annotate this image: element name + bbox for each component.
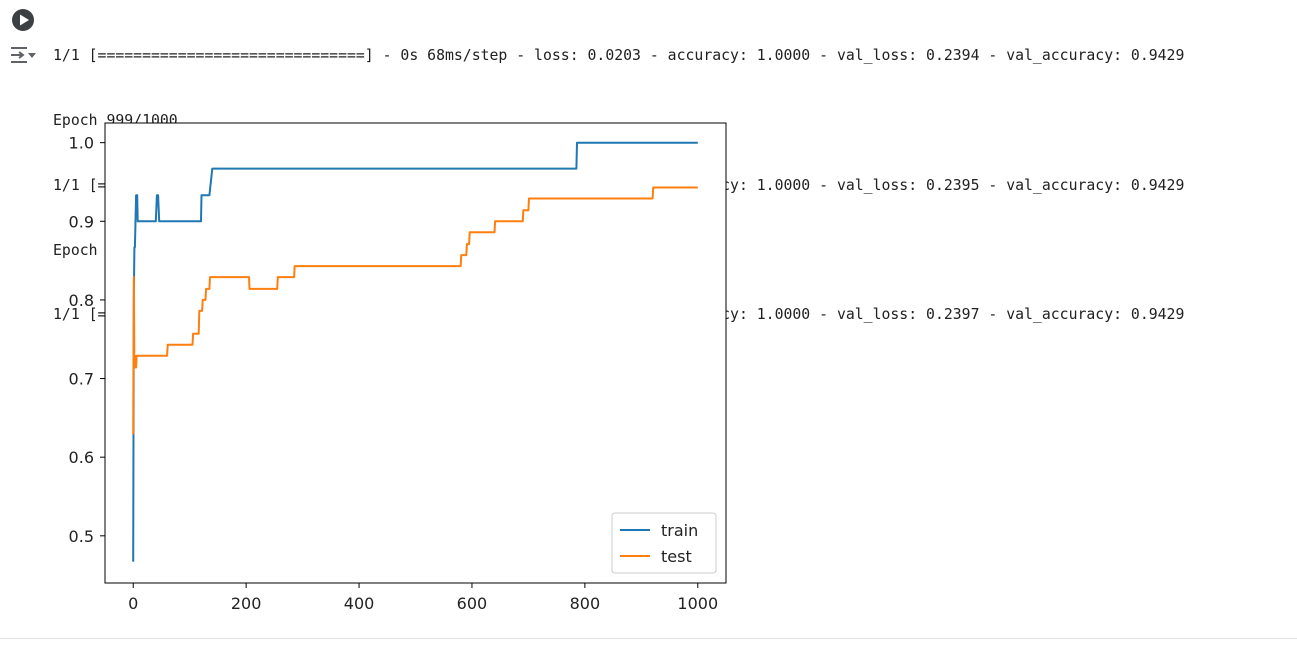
cell-divider xyxy=(0,638,1297,639)
output-toggle-button[interactable] xyxy=(9,44,37,68)
x-tick-label: 600 xyxy=(457,594,488,613)
legend-label-test: test xyxy=(661,547,692,566)
x-tick-label: 1000 xyxy=(677,594,718,613)
legend-box xyxy=(611,512,717,574)
output-collapse-icon xyxy=(11,47,36,63)
y-tick-label: 0.8 xyxy=(69,291,94,310)
x-tick-label: 400 xyxy=(344,594,375,613)
y-tick-label: 0.5 xyxy=(69,527,94,546)
series-line-train xyxy=(132,141,698,562)
play-icon xyxy=(20,14,29,26)
series-line-test xyxy=(132,186,698,435)
y-tick-label: 1.0 xyxy=(69,134,94,153)
output-line: 1/1 [==============================] - 0… xyxy=(53,47,1185,65)
plot-frame xyxy=(104,122,727,584)
x-tick-label: 200 xyxy=(231,594,262,613)
y-tick-label: 0.9 xyxy=(69,212,94,231)
y-tick-label: 0.7 xyxy=(69,370,94,389)
y-tick-label: 0.6 xyxy=(69,448,94,467)
run-cell-button[interactable] xyxy=(12,9,34,31)
legend-label-train: train xyxy=(661,521,698,540)
x-tick-label: 800 xyxy=(570,594,601,613)
x-tick-label: 0 xyxy=(128,594,138,613)
